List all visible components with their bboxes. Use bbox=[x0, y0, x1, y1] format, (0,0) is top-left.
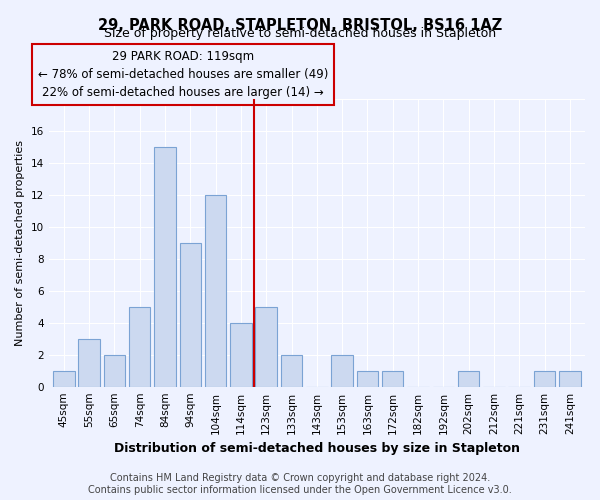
Bar bbox=[382, 370, 403, 386]
Bar bbox=[179, 243, 201, 386]
Bar bbox=[53, 370, 74, 386]
Bar bbox=[154, 147, 176, 386]
Bar bbox=[559, 370, 581, 386]
Text: Contains HM Land Registry data © Crown copyright and database right 2024.
Contai: Contains HM Land Registry data © Crown c… bbox=[88, 474, 512, 495]
Bar bbox=[281, 354, 302, 386]
Bar bbox=[534, 370, 555, 386]
Bar bbox=[230, 323, 251, 386]
Text: 29, PARK ROAD, STAPLETON, BRISTOL, BS16 1AZ: 29, PARK ROAD, STAPLETON, BRISTOL, BS16 … bbox=[98, 18, 502, 32]
Text: 29 PARK ROAD: 119sqm
← 78% of semi-detached houses are smaller (49)
22% of semi-: 29 PARK ROAD: 119sqm ← 78% of semi-detac… bbox=[38, 50, 328, 99]
Bar bbox=[356, 370, 378, 386]
Y-axis label: Number of semi-detached properties: Number of semi-detached properties bbox=[15, 140, 25, 346]
Bar bbox=[79, 338, 100, 386]
Bar bbox=[458, 370, 479, 386]
X-axis label: Distribution of semi-detached houses by size in Stapleton: Distribution of semi-detached houses by … bbox=[114, 442, 520, 455]
Bar bbox=[104, 354, 125, 386]
Bar bbox=[205, 195, 226, 386]
Bar bbox=[256, 307, 277, 386]
Bar bbox=[129, 307, 151, 386]
Text: Size of property relative to semi-detached houses in Stapleton: Size of property relative to semi-detach… bbox=[104, 28, 496, 40]
Bar bbox=[331, 354, 353, 386]
